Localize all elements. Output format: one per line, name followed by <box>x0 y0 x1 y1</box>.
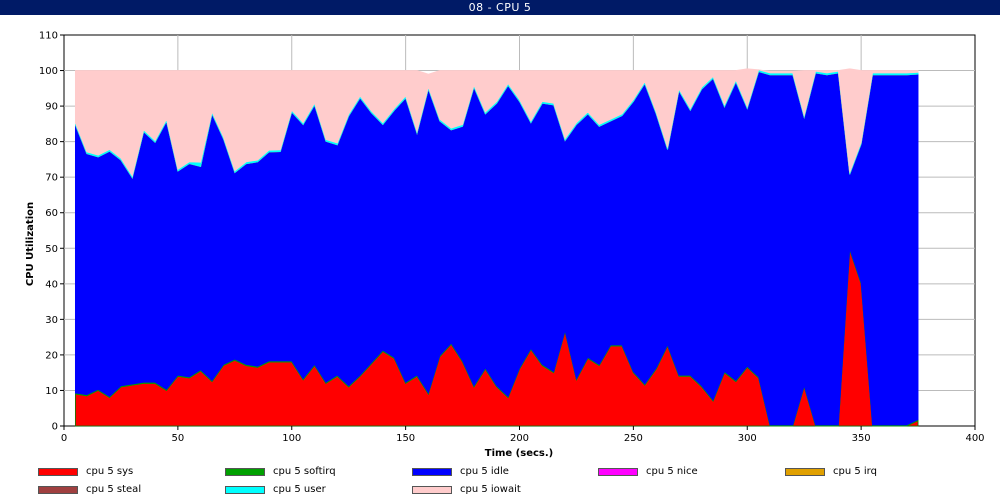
x-tick-label: 300 <box>738 433 757 444</box>
x-tick-label: 150 <box>396 433 415 444</box>
x-axis-label: Time (secs.) <box>485 448 554 459</box>
y-axis-label: CPU Utilization <box>25 202 36 286</box>
legend-swatch <box>38 486 78 494</box>
y-tick-label: 100 <box>39 66 58 77</box>
legend-swatch <box>412 468 452 476</box>
y-tick-label: 60 <box>45 208 58 219</box>
legend-label: cpu 5 irq <box>833 466 877 477</box>
x-tick-label: 250 <box>624 433 643 444</box>
y-tick-label: 90 <box>45 102 58 113</box>
x-tick-label: 400 <box>965 433 984 444</box>
y-tick-label: 80 <box>45 137 58 148</box>
x-tick-label: 100 <box>282 433 301 444</box>
legend-label: cpu 5 idle <box>460 466 509 477</box>
legend-label: cpu 5 steal <box>86 484 142 495</box>
legend-swatch <box>598 468 638 476</box>
legend-swatch <box>38 468 78 476</box>
chart-legend: cpu 5 sys cpu 5 softirq cpu 5 idle cpu 5 ni… <box>0 460 1000 504</box>
x-tick-label: 200 <box>510 433 529 444</box>
x-tick-label: 350 <box>852 433 871 444</box>
x-tick-label: 0 <box>61 433 67 444</box>
y-tick-label: 10 <box>45 386 58 397</box>
x-tick-label: 50 <box>172 433 185 444</box>
cpu-utilization-chart: 0 10 20 30 40 50 60 70 80 90 100 110 0 50 100 150 200 250… <box>25 31 985 460</box>
y-tick-label: 0 <box>52 422 58 433</box>
legend-swatch <box>225 486 265 494</box>
y-tick-label: 70 <box>45 173 58 184</box>
y-tick-label: 40 <box>45 279 58 290</box>
stacked-areas <box>74 68 919 427</box>
axes: 0 10 20 30 40 50 60 70 80 90 100 110 0 50 100 150 200 250… <box>39 31 985 445</box>
y-tick-label: 30 <box>45 315 58 326</box>
legend-label: cpu 5 softirq <box>273 466 336 477</box>
legend-swatch <box>412 486 452 494</box>
legend-label: cpu 5 sys <box>86 466 134 477</box>
legend-label: cpu 5 nice <box>646 466 698 477</box>
y-tick-label: 50 <box>45 244 58 255</box>
y-tick-label: 110 <box>39 31 58 42</box>
legend-swatch <box>785 468 825 476</box>
legend-label: cpu 5 iowait <box>460 484 521 495</box>
area-cpu-5-iowait <box>74 68 919 178</box>
legend-swatch <box>225 468 265 476</box>
legend-label: cpu 5 user <box>273 484 326 495</box>
window-title: 08 - CPU 5 <box>0 0 1000 15</box>
y-tick-label: 20 <box>45 350 58 361</box>
